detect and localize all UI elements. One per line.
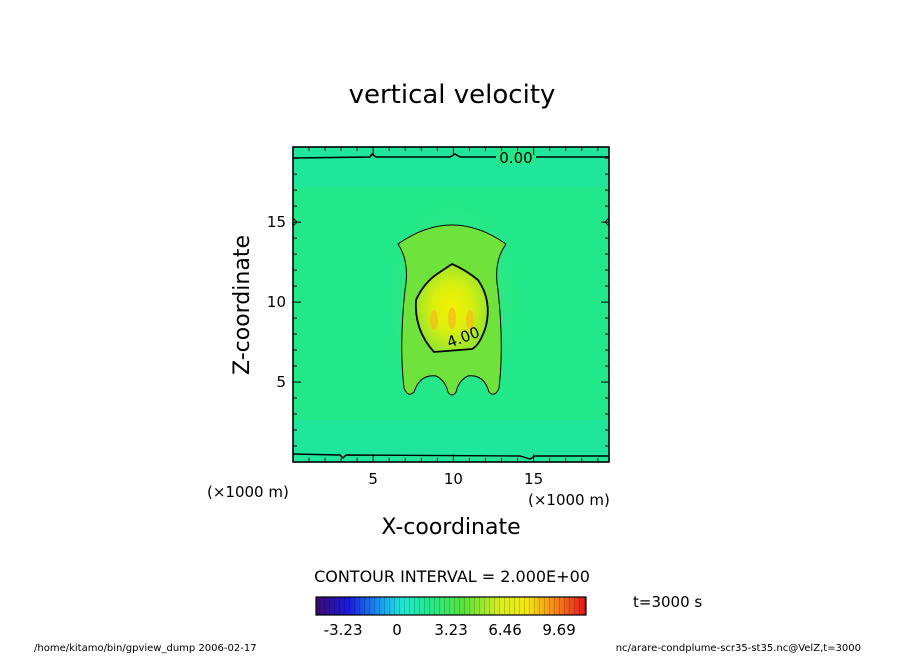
field-top-band (293, 147, 609, 187)
colorbar-tick-label: 3.23 (434, 621, 467, 639)
x-tick-label: 10 (444, 470, 463, 488)
y-axis-label: Z-coordinate (230, 235, 255, 375)
axis-ticks (293, 147, 609, 462)
contour-label-0-bg (496, 149, 536, 165)
colorbar: -3.23 0 3.23 6.46 9.69 (315, 596, 587, 639)
plot-frame (292, 146, 610, 463)
plot-area: 0.00 4.00 (293, 147, 609, 462)
contour-label-0: 0.00 (499, 149, 532, 167)
footer-right: nc/arare-condplume-scr35-st35.nc@VelZ,t=… (616, 643, 861, 654)
x-tick-labels: 5 10 15 (368, 470, 543, 488)
colorbar-tick-label: -3.23 (324, 621, 363, 639)
colorbar-tick-label: 0 (392, 621, 402, 639)
core-max-2 (448, 307, 456, 329)
x-tick-label: 15 (524, 470, 543, 488)
colorbar-tick-label: 9.69 (542, 621, 575, 639)
colorbar-tick-label: 6.46 (488, 621, 521, 639)
core-max-1 (430, 310, 438, 330)
core-max-3 (466, 310, 474, 330)
x-axis-label: X-coordinate (381, 515, 520, 540)
colorbar-tick-labels: -3.23 0 3.23 6.46 9.69 (324, 621, 576, 639)
x-tick-label: 5 (368, 470, 378, 488)
y-axis-unit: (×1000 m) (207, 483, 289, 501)
time-label: t=3000 s (633, 593, 702, 611)
contour-line-0-top (293, 152, 609, 159)
y-tick-label: 15 (267, 213, 286, 231)
contour-interval: CONTOUR INTERVAL = 2.000E+00 (314, 567, 590, 586)
colorbar-frame (315, 596, 587, 616)
contour-line-4 (414, 262, 489, 353)
y-tick-label: 5 (276, 373, 286, 391)
contour-line-2 (397, 224, 507, 396)
y-tick-label: 10 (267, 293, 286, 311)
colorbar-stripes (316, 597, 586, 615)
contour-line-0-bottom (293, 453, 609, 460)
chart-title: vertical velocity (349, 80, 556, 110)
x-axis-unit: (×1000 m) (528, 491, 610, 509)
y-tick-labels: 5 10 15 (267, 213, 286, 391)
footer-left: /home/kitamo/bin/gpview_dump 2006-02-17 (34, 643, 257, 654)
